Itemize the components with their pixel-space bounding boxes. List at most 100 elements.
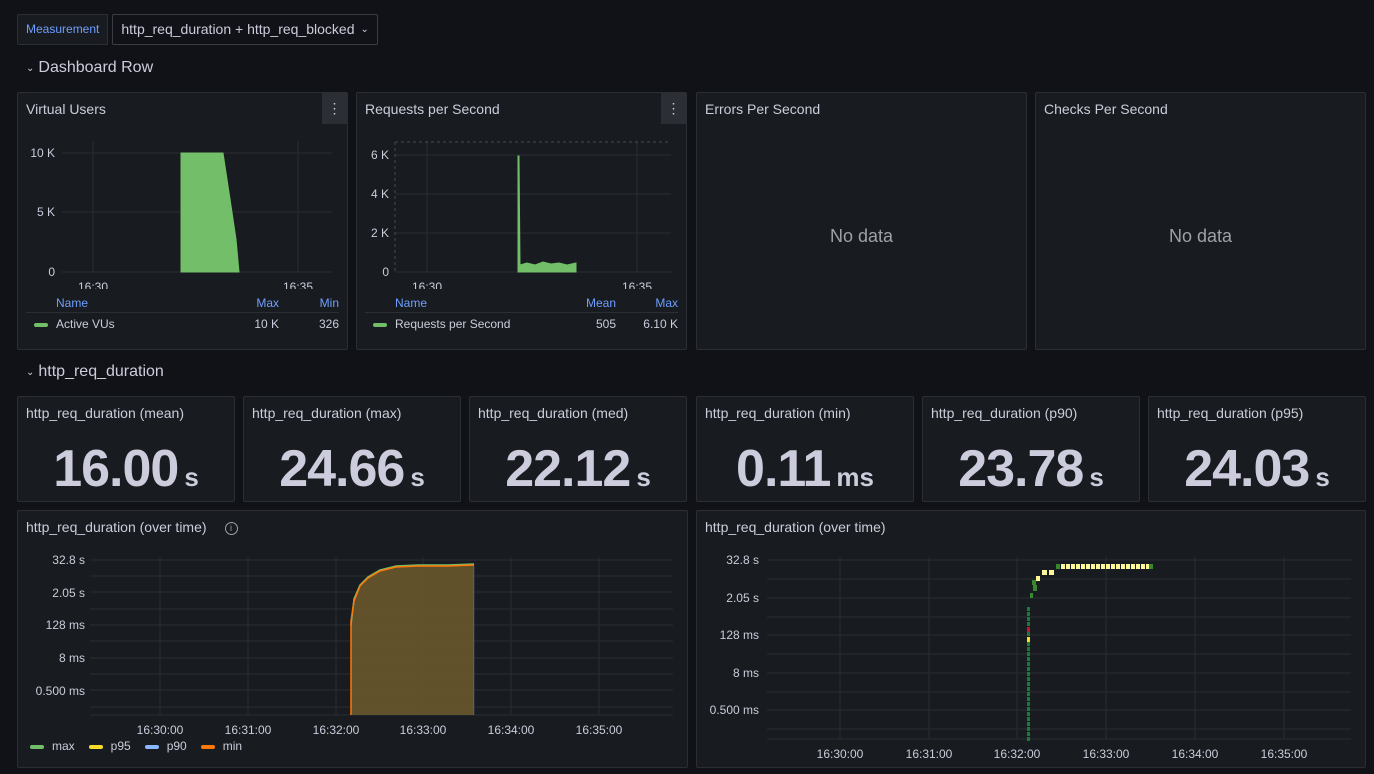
x-tick: 16:32:00 [994,747,1041,761]
heatmap-cell [1042,570,1047,575]
y-tick: 8 ms [733,666,759,680]
y-tick: 2.05 s [726,591,759,605]
stat-panel-max: http_req_duration (max) 24.66 s [243,396,461,502]
kebab-icon[interactable]: ⋮ [661,93,686,124]
panel-title: Requests per Second [365,101,500,117]
heatmap-cell [1027,657,1030,661]
measurement-select-value: http_req_duration + http_req_blocked [121,21,355,37]
legend-row[interactable]: Requests per Second 505 6.10 K [365,313,678,335]
legend-item-max[interactable]: max [30,739,75,753]
x-tick: 16:35:00 [576,723,623,737]
legend-item-p90[interactable]: p90 [144,739,187,753]
heatmap-cell [1027,712,1030,716]
stat-panel-med: http_req_duration (med) 22.12 s [469,396,687,502]
x-tick: 16:33:00 [1083,747,1130,761]
legend-header: Name Max Min [26,293,339,313]
stat-panel-p95: http_req_duration (p95) 24.03 s [1148,396,1366,502]
y-tick: 4 K [371,187,389,201]
legend-col-name[interactable]: Name [395,295,428,310]
legend-col-mean[interactable]: Mean [585,295,616,310]
legend-col-max[interactable]: Max [655,295,678,310]
heatmap-cell [1061,564,1065,569]
x-tick: 16:30:00 [817,747,864,761]
panel-duration-heatmap: http_req_duration (over time) 32.8 s 2.0… [696,510,1366,768]
heatmap-cell [1027,707,1030,711]
panel-title: http_req_duration (min) [705,405,851,421]
stat-value: 0.11 [736,440,831,498]
legend-col-name[interactable]: Name [56,295,89,310]
heatmap-cell [1141,564,1145,569]
chevron-down-icon: ⌄ [26,366,35,378]
y-tick: 10 K [30,146,55,160]
y-tick: 8 ms [59,651,85,665]
heatmap-cell [1036,576,1040,581]
heatmap-cell [1030,593,1033,598]
variable-bar: Measurement http_req_duration + http_req… [17,14,378,45]
heatmap-cell [1027,647,1030,651]
duration-timeseries-chart: 32.8 s 2.05 s 128 ms 8 ms 0.500 ms 16:30… [36,553,673,737]
heatmap-cell [1027,697,1030,701]
heatmap-cell [1027,727,1030,731]
legend-col-min[interactable]: Min [319,295,339,310]
heatmap-cell [1027,717,1030,721]
no-data-message: No data [1168,226,1233,246]
info-icon[interactable]: i [224,521,238,535]
x-tick: 16:33:00 [400,723,447,737]
y-tick: 0.500 ms [710,703,759,717]
heatmap-cell [1027,672,1030,676]
series-swatch [34,322,48,327]
x-tick: 16:34:00 [1172,747,1219,761]
panel-title: http_req_duration (over time) [26,519,207,535]
legend-col-max[interactable]: Max [256,295,279,310]
legend-label: max [52,739,75,753]
heatmap-cell [1027,607,1030,611]
series-swatch [373,322,387,327]
row-title: Dashboard Row [38,59,154,76]
heatmap-cell [1027,652,1030,656]
legend-item-min[interactable]: min [200,739,242,753]
stat-value: 24.66 [279,440,405,498]
heatmap-cell [1071,564,1075,569]
series-swatch [30,744,44,749]
heatmap-cell [1027,622,1030,626]
panel-title: http_req_duration (mean) [26,405,184,421]
heatmap-cell [1149,564,1153,569]
timeseries-legend: max p95 p90 min [30,739,242,753]
y-tick: 32.8 s [52,553,85,567]
heatmap-cell [1027,732,1030,736]
heatmap-cell [1121,564,1125,569]
variable-label: Measurement [17,14,109,45]
heatmap-cell [1033,585,1037,591]
stat-panel-mean: http_req_duration (mean) 16.00 s [17,396,235,502]
panel-title: Errors Per Second [705,101,821,117]
heatmap-cell [1076,564,1080,569]
heatmap-cell [1096,564,1100,569]
panel-title: Virtual Users [26,101,106,117]
x-tick: 16:35 [622,280,652,289]
legend-value-mean: 505 [595,317,616,331]
stat-unit: ms [836,462,874,492]
heatmap-cell [1146,564,1150,569]
panel-requests-per-second: Requests per Second ⋮ 6 K 4 K 2 K 0 16:3… [356,92,687,350]
heatmap-cell [1116,564,1120,569]
panel-title: http_req_duration (over time) [705,519,886,535]
x-tick: 16:31:00 [225,723,272,737]
row-toggle-dashboard-row[interactable]: ⌄ Dashboard Row [26,59,153,77]
requests-per-second-chart: 6 K 4 K 2 K 0 16:30 16:35 [371,141,671,289]
y-tick: 5 K [37,205,55,219]
series-swatch [200,744,215,749]
legend-item-p95[interactable]: p95 [88,739,131,753]
x-tick: 16:34:00 [488,723,535,737]
x-tick: 16:30 [412,280,442,289]
x-tick: 16:31:00 [906,747,953,761]
stat-value: 16.00 [53,440,179,498]
kebab-icon[interactable]: ⋮ [322,93,347,124]
legend-value-max: 6.10 K [643,317,678,331]
legend-value-min: 326 [318,317,339,331]
legend-row[interactable]: Active VUs 10 K 326 [26,313,339,335]
stat-value: 24.03 [1184,440,1310,498]
row-toggle-http-req-duration[interactable]: ⌄ http_req_duration [26,363,164,381]
heatmap-cell [1027,702,1030,706]
chevron-down-icon: ⌄ [26,62,35,74]
measurement-select[interactable]: http_req_duration + http_req_blocked ⌄ [112,14,378,45]
